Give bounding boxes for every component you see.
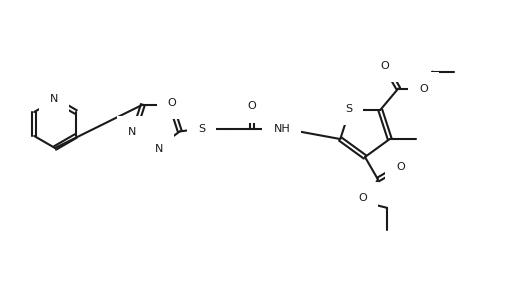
Text: S: S	[345, 104, 352, 114]
Text: N: N	[50, 94, 58, 104]
Text: S: S	[198, 124, 205, 134]
Text: O: O	[247, 102, 256, 112]
Text: N: N	[128, 128, 136, 137]
Text: NH: NH	[274, 124, 290, 134]
Text: O: O	[419, 84, 428, 94]
Text: O: O	[168, 98, 176, 108]
Text: O: O	[359, 193, 367, 203]
Text: N: N	[155, 144, 163, 154]
Text: O: O	[380, 61, 389, 71]
Text: O: O	[396, 162, 405, 172]
